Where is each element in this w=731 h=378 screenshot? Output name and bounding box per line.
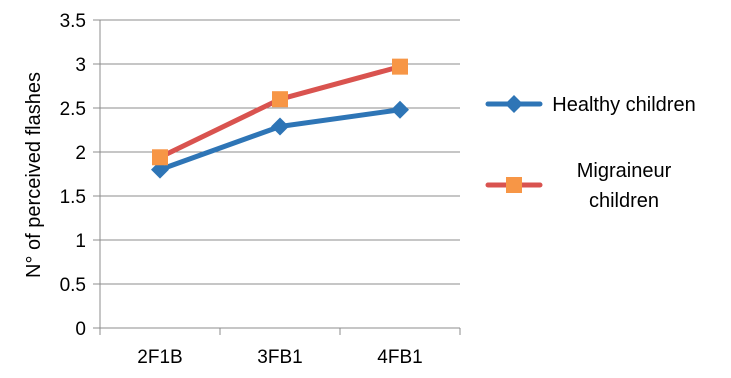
data-point-1-1 [272, 91, 288, 108]
series [151, 58, 409, 179]
y-tick-label-6: 3 [75, 55, 86, 76]
series-0 [151, 100, 409, 179]
x-tick-label-2: 4FB1 [377, 347, 422, 368]
legend-marker-1 [506, 177, 522, 193]
x-tick-labels: 2F1B 3FB1 4FB1 [137, 347, 422, 368]
y-tick-label-1: 0.5 [60, 275, 86, 296]
axes [93, 19, 461, 335]
data-point-1-0 [152, 149, 168, 166]
y-axis-title: N° of perceived flashes [23, 72, 45, 278]
data-point-1-2 [392, 58, 408, 75]
x-tick-label-0: 2F1B [137, 347, 182, 368]
data-point-0-1 [271, 117, 289, 136]
legend-marker-0 [505, 95, 523, 113]
y-tick-label-7: 3.5 [60, 11, 86, 32]
legend-label-0-0: Healthy children [552, 94, 695, 116]
legend-entry-1: Migraineur children [485, 160, 672, 212]
legend: Healthy children Migraineur children [485, 94, 696, 212]
y-tick-label-3: 1.5 [60, 187, 86, 208]
legend-label-1-1: children [589, 190, 659, 212]
series-1 [152, 58, 408, 166]
y-tick-label-4: 2 [75, 143, 86, 164]
legend-label-1-0: Migraineur [577, 160, 672, 182]
y-tick-label-0: 0 [75, 319, 86, 340]
series-line-1 [157, 64, 403, 160]
y-tick-label-2: 1 [75, 231, 86, 252]
legend-entry-0: Healthy children [485, 94, 696, 116]
y-tick-label-5: 2.5 [60, 99, 86, 120]
x-tick-label-1: 3FB1 [257, 347, 302, 368]
y-tick-labels: 0 0.5 1 1.5 2 2.5 3 3.5 [60, 11, 86, 340]
data-point-0-2 [391, 100, 409, 119]
